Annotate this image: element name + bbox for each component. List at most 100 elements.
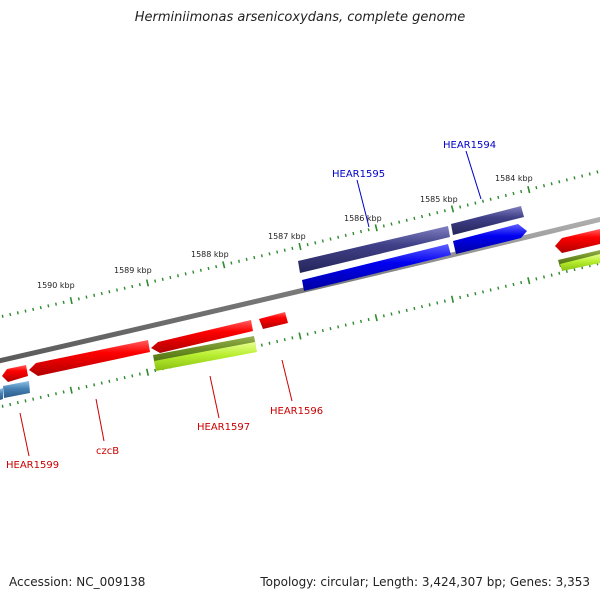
reverse-minor-tick (497, 286, 500, 290)
forward-minor-tick (138, 283, 141, 287)
reverse-major-tick (69, 386, 73, 394)
gene-hear1594-purple[interactable] (451, 206, 524, 235)
reverse-minor-tick (512, 282, 515, 287)
gene-hear1595-blue[interactable] (302, 244, 451, 291)
scale-label-1589: 1589 kbp (114, 266, 152, 275)
gene-hear1599-steel[interactable] (3, 381, 30, 398)
gene-left-steel-edge[interactable] (0, 388, 3, 400)
forward-minor-tick (474, 201, 477, 205)
forward-minor-tick (497, 195, 500, 199)
scale-label-1588: 1588 kbp (191, 250, 229, 259)
forward-minor-tick (16, 311, 19, 315)
forward-minor-tick (390, 222, 393, 226)
forward-minor-tick (85, 295, 88, 299)
reverse-minor-tick (481, 290, 485, 294)
gene-hear1595-purple[interactable] (298, 226, 450, 273)
forward-minor-tick (443, 209, 446, 213)
reverse-major-tick (145, 368, 150, 376)
forward-minor-tick (466, 203, 469, 207)
reverse-minor-tick (62, 390, 65, 394)
reverse-minor-tick (359, 319, 363, 323)
reverse-minor-tick (520, 280, 523, 285)
scale-label-1590: 1590 kbp (37, 281, 75, 290)
forward-minor-tick (329, 237, 332, 241)
reverse-minor-tick (489, 288, 492, 292)
reverse-minor-tick (123, 376, 126, 380)
gene-czcb-red[interactable] (151, 320, 253, 353)
forward-minor-tick (62, 300, 65, 304)
reverse-minor-tick (535, 277, 538, 281)
forward-minor-tick (489, 197, 492, 201)
tick-ring-forward (1, 170, 599, 318)
leader-hear1599 (19, 412, 30, 457)
reverse-minor-tick (474, 292, 477, 296)
reverse-major-tick (374, 314, 378, 322)
forward-minor-tick (542, 184, 546, 188)
gene-right-red[interactable] (555, 229, 600, 253)
forward-minor-tick (184, 272, 187, 276)
forward-minor-tick (199, 268, 202, 272)
scale-label-1587: 1587 kbp (268, 232, 306, 241)
accession-label: Accession: NC_009138 (9, 575, 146, 589)
reverse-minor-tick (268, 341, 271, 345)
forward-minor-tick (116, 288, 118, 292)
reverse-minor-tick (573, 267, 576, 272)
gene-right-lime[interactable] (560, 254, 600, 271)
forward-minor-tick (276, 250, 279, 254)
scale-label-1584: 1584 kbp (495, 174, 533, 183)
forward-minor-tick (77, 297, 80, 301)
gene-label-hear1596[interactable]: HEAR1596 (270, 406, 323, 417)
reverse-minor-tick (329, 327, 332, 331)
forward-minor-tick (337, 235, 340, 239)
forward-minor-tick (352, 231, 355, 236)
forward-minor-tick (55, 302, 57, 306)
gene-czcb-red-long[interactable] (29, 340, 150, 376)
gene-label-czcb[interactable]: czcB (96, 446, 119, 457)
forward-major-tick (450, 205, 455, 213)
forward-minor-tick (459, 205, 462, 209)
forward-minor-tick (581, 174, 584, 178)
reverse-minor-tick (24, 399, 27, 403)
forward-minor-tick (436, 211, 439, 215)
forward-minor-tick (169, 275, 172, 280)
reverse-minor-tick (436, 301, 439, 305)
leader-hear1597 (209, 375, 220, 419)
gene-hear1596-red[interactable] (259, 312, 288, 329)
forward-minor-tick (481, 199, 485, 203)
reverse-minor-tick (291, 336, 294, 340)
gene-hear1599-red[interactable] (2, 365, 28, 382)
forward-minor-tick (565, 178, 568, 182)
forward-minor-tick (123, 286, 126, 290)
reverse-major-tick (298, 332, 302, 340)
gene-label-hear1594[interactable]: HEAR1594 (443, 140, 496, 151)
reverse-minor-tick (321, 328, 324, 333)
forward-minor-tick (283, 248, 286, 252)
forward-minor-tick (108, 290, 111, 294)
forward-minor-tick (306, 243, 309, 247)
reverse-minor-tick (16, 401, 19, 405)
reverse-minor-tick (413, 306, 416, 311)
forward-minor-tick (588, 172, 591, 176)
gene-label-hear1595[interactable]: HEAR1595 (332, 169, 385, 180)
forward-major-tick (374, 224, 378, 232)
reverse-minor-tick (558, 271, 561, 275)
tick-ring-reverse (1, 262, 599, 408)
reverse-minor-tick (405, 308, 408, 312)
genome-stats-label: Topology: circular; Length: 3,424,307 bp… (260, 575, 590, 589)
forward-minor-tick (230, 261, 233, 265)
reverse-minor-tick (420, 305, 424, 309)
gene-hear1594-blue[interactable] (453, 224, 527, 254)
forward-minor-tick (512, 191, 515, 196)
reverse-minor-tick (337, 325, 340, 329)
gene-label-hear1597[interactable]: HEAR1597 (197, 422, 250, 433)
forward-minor-tick (520, 189, 523, 194)
reverse-major-tick (450, 295, 455, 303)
forward-minor-tick (382, 224, 385, 228)
gene-hear1597-lime[interactable] (154, 342, 257, 371)
forward-minor-tick (24, 309, 27, 313)
gene-label-hear1599[interactable]: HEAR1599 (6, 460, 59, 471)
reverse-minor-tick (367, 317, 370, 322)
map-title: Herminiimonas arsenicoxydans, complete g… (134, 10, 466, 25)
forward-minor-tick (535, 186, 538, 190)
scale-label-1586: 1586 kbp (344, 214, 382, 223)
